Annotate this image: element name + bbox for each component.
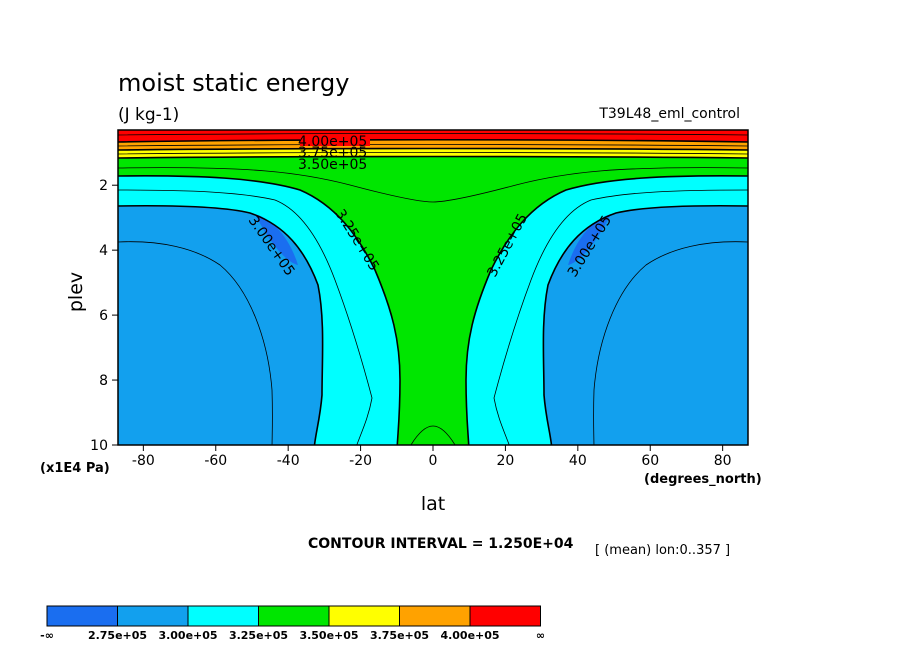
contour-interval-text: CONTOUR INTERVAL = 1.250E+04 xyxy=(308,536,574,552)
colorbar-swatch xyxy=(187,605,259,627)
colorbar-label: ∞ xyxy=(536,629,545,642)
units-label: (J kg-1) xyxy=(118,105,179,125)
x-axis: -80 -60 -40 -20 0 20 40 60 80 xyxy=(132,445,732,469)
contour-lines xyxy=(118,133,748,445)
y-tick-label: 10 xyxy=(90,438,108,454)
fill-dark-patch-right xyxy=(568,214,611,265)
x-tick-label: 80 xyxy=(714,453,732,469)
colorbar-label: 3.00e+05 xyxy=(158,629,217,642)
colorbar-swatch xyxy=(328,605,400,627)
experiment-label: T39L48_eml_control xyxy=(598,106,740,122)
x-tick-label: 40 xyxy=(569,453,587,469)
x-units-label: (degrees_north) xyxy=(644,472,762,487)
y-tick-label: 2 xyxy=(99,178,108,194)
x-tick-label: -20 xyxy=(349,453,372,469)
fill-dark-patch-left xyxy=(255,214,298,265)
colorbar-swatch xyxy=(117,605,189,627)
colorbar-label: -∞ xyxy=(40,629,54,642)
x-tick-label: 20 xyxy=(496,453,514,469)
colorbar-swatch xyxy=(399,605,471,627)
mean-text: [ (mean) lon:0..357 ] xyxy=(595,543,730,558)
x-tick-label: 60 xyxy=(641,453,659,469)
x-tick-label: -40 xyxy=(277,453,300,469)
colorbar-label: 4.00e+05 xyxy=(440,629,499,642)
colorbar-label: 3.25e+05 xyxy=(229,629,288,642)
x-tick-label: 0 xyxy=(429,453,438,469)
chart-title: moist static energy xyxy=(118,69,349,97)
contour-label-375: 3.75e+05 xyxy=(298,145,367,161)
colorbar-swatch xyxy=(258,605,330,627)
x-tick-label: -60 xyxy=(204,453,227,469)
x-tick-label: -80 xyxy=(132,453,155,469)
y-units-label: (x1E4 Pa) xyxy=(40,461,110,476)
y-axis-label: plev xyxy=(65,272,87,312)
contour-fill-area: 4.00e+05 3.75e+05 3.50e+05 3.25e+05 3.00… xyxy=(118,130,748,445)
y-tick-label: 8 xyxy=(99,373,108,389)
colorbar: -∞ 2.75e+05 3.00e+05 3.25e+05 3.50e+05 3.75e+… xyxy=(40,605,545,642)
colorbar-swatch xyxy=(469,605,541,627)
colorbar-label: 3.75e+05 xyxy=(370,629,429,642)
contour-label-400: 4.00e+05 xyxy=(298,134,367,150)
y-axis: 2 4 6 8 10 xyxy=(90,178,118,454)
y-tick-label: 6 xyxy=(99,308,108,324)
colorbar-swatch xyxy=(46,605,118,627)
contour-label-bg xyxy=(300,135,370,146)
colorbar-label: 2.75e+05 xyxy=(88,629,147,642)
contour-label-350: 3.50e+05 xyxy=(298,157,367,173)
y-tick-label: 4 xyxy=(99,243,108,259)
colorbar-label: 3.50e+05 xyxy=(299,629,358,642)
x-axis-label: lat xyxy=(421,493,445,515)
